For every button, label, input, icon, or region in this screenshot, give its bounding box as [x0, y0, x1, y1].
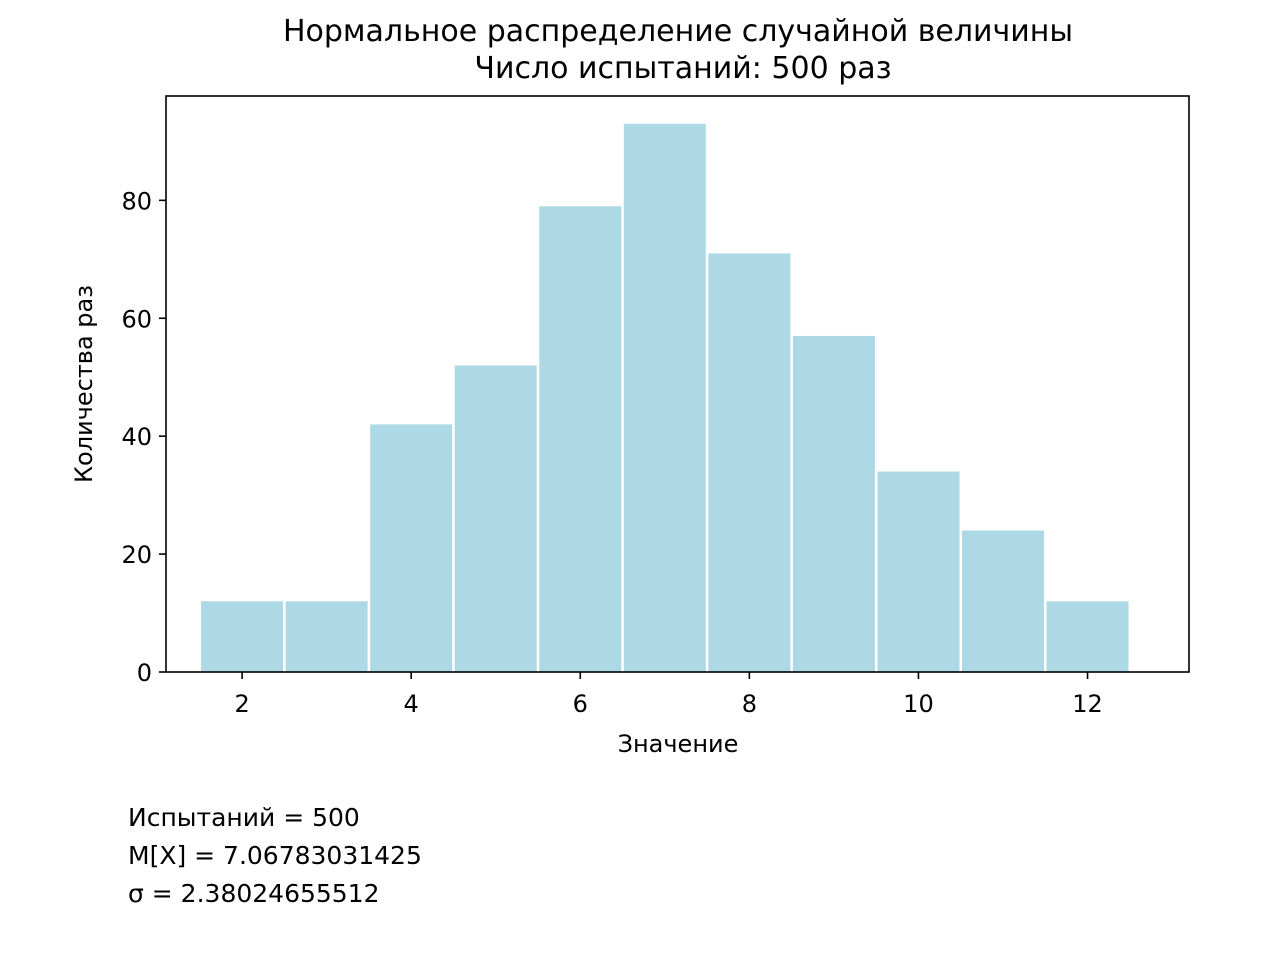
x-tick-label: 2 [234, 690, 249, 718]
histogram-bar [370, 424, 453, 672]
stat-line: M[X] = 7.06783031425 [128, 841, 422, 870]
x-tick-label: 8 [742, 690, 757, 718]
x-tick-label: 4 [404, 690, 419, 718]
y-axis-ticks: 0 20 40 60 80 [121, 187, 166, 687]
y-tick-label: 40 [121, 423, 152, 451]
chart-title: Нормальное распределение случайной велич… [283, 14, 1073, 49]
stats-block: Испытаний = 500 M[X] = 7.06783031425 σ = 2… [128, 803, 422, 908]
histogram-bar [792, 335, 875, 672]
stat-line: Испытаний = 500 [128, 803, 360, 832]
y-tick-label: 80 [121, 187, 152, 215]
histogram-bar [623, 123, 706, 672]
x-tick-label: 12 [1072, 690, 1103, 718]
chart-subtitle: Число испытаний: 500 раз [474, 51, 891, 86]
y-tick-label: 0 [137, 659, 152, 687]
histogram-bar [285, 601, 368, 672]
x-axis-ticks: 2 4 6 8 10 12 [234, 672, 1103, 718]
histogram-bar [454, 365, 537, 672]
y-tick-label: 20 [121, 541, 152, 569]
histogram-bar [201, 601, 284, 672]
x-axis-label: Значение [618, 730, 739, 758]
histogram-bar [539, 206, 622, 672]
x-tick-label: 10 [903, 690, 934, 718]
histogram-bar [962, 530, 1045, 672]
histogram-bar [708, 253, 791, 672]
x-tick-label: 6 [573, 690, 588, 718]
y-tick-label: 60 [121, 305, 152, 333]
plot-frame [165, 95, 1190, 673]
histogram-bar [877, 471, 960, 672]
y-axis-label: Количества раз [70, 285, 98, 483]
histogram-bar [1046, 601, 1129, 672]
bars-group [201, 123, 1129, 672]
stat-line: σ = 2.38024655512 [128, 879, 380, 908]
